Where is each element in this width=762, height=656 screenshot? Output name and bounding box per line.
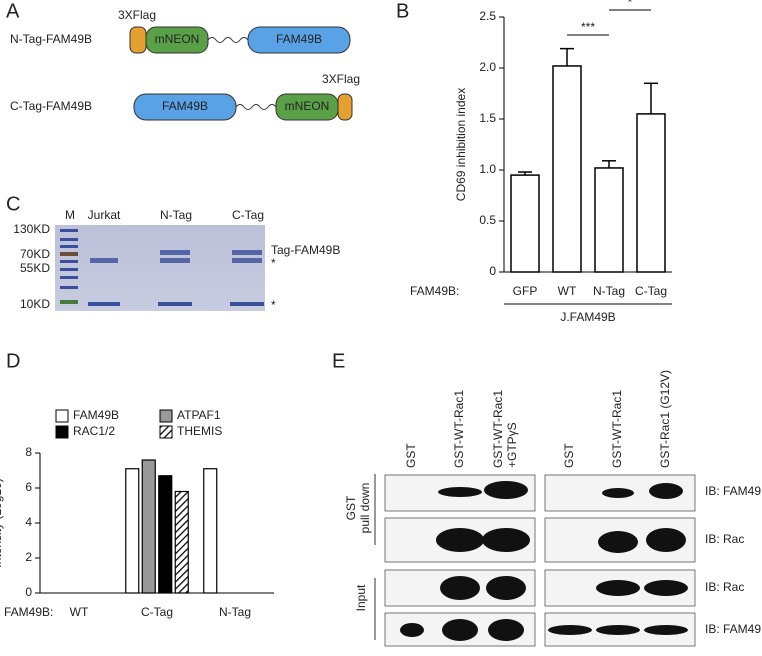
y-tick-label: 6: [25, 480, 32, 494]
legend-swatch: [55, 425, 69, 439]
y-tick-label: 2: [25, 550, 32, 564]
blot-label: IB: FAM49B: [705, 484, 762, 498]
y-tick-label: 1.5: [479, 111, 496, 125]
construct-diagram: N-Tag-FAM49B 3XFlag mNEON FAM49B C-Tag-F…: [10, 8, 360, 121]
lane-label: GST-Rac1 (G12V): [658, 370, 672, 468]
bar: [125, 468, 140, 594]
lane-label: M: [65, 208, 75, 222]
significance-label: *: [628, 0, 633, 9]
bar: [552, 65, 582, 273]
bar: [141, 459, 156, 594]
significance-label: ***: [581, 20, 595, 34]
blot-bands: [400, 481, 688, 641]
marker-label: 10KD: [20, 297, 50, 311]
lane-label: GST: [404, 443, 418, 468]
bar: [174, 490, 189, 594]
blot-label: IB: FAM49B: [705, 622, 762, 636]
x-tick-label: WT: [70, 605, 89, 619]
lane-label: GST-WT-Rac1: [610, 390, 624, 468]
domain-label: FAM49B: [162, 99, 208, 113]
lane-label: C-Tag: [232, 208, 264, 222]
lane-label: N-Tag: [160, 208, 192, 222]
linker: [235, 104, 277, 110]
panel-label: C: [6, 193, 20, 215]
group-label: GST: [344, 495, 358, 520]
x-tick-label: GFP: [513, 284, 538, 298]
y-tick-label: 2.5: [479, 9, 496, 23]
legend-swatch: [159, 409, 173, 423]
linker: [207, 37, 249, 43]
tag-label: 3XFlag: [118, 8, 156, 22]
bar: [510, 174, 540, 273]
bar: [636, 113, 666, 273]
legend-label: FAM49B: [73, 408, 119, 422]
construct-name: C-Tag-FAM49B: [10, 99, 92, 113]
tag: [129, 26, 147, 54]
y-tick-label: 2.0: [479, 60, 496, 74]
bar: [158, 475, 173, 594]
x-tick-label: C-Tag: [635, 284, 667, 298]
lane-label: +GTPγS: [505, 422, 519, 468]
blot-label: IB: Rac: [705, 580, 744, 594]
bar: [594, 167, 624, 273]
tag-label: 3XFlag: [322, 72, 360, 86]
legend-swatch: [55, 409, 69, 423]
y-axis-title: CD69 inhibition index: [454, 88, 468, 201]
y-tick-label: 0: [489, 264, 496, 278]
y-tick-label: 0.5: [479, 213, 496, 227]
tag: [337, 93, 353, 121]
y-tick-label: 1.0: [479, 162, 496, 176]
band-annotation: *: [271, 256, 276, 270]
gel-image: [55, 225, 265, 311]
blot-label: IB: Rac: [705, 532, 744, 546]
western-blot: GST GST-WT-Rac1 GST-WT-Rac1 +GTPγS GST GST-WT…: [344, 370, 762, 647]
x-prefix: FAM49B:: [4, 605, 53, 619]
y-tick-label: 4: [25, 515, 32, 529]
domain-label: mNEON: [285, 99, 330, 113]
gel-bands: [60, 229, 264, 306]
x-tick-label: N-Tag: [219, 605, 251, 619]
x-prefix: FAM49B:: [410, 284, 459, 298]
legend-label: THEMIS: [177, 424, 222, 438]
lane-label: GST: [562, 443, 576, 468]
domain: [247, 26, 351, 54]
panel-label: D: [6, 350, 20, 372]
legend-label: RAC1/2: [73, 424, 115, 438]
panel-label: A: [6, 0, 20, 22]
bar: [203, 468, 218, 594]
construct-name: N-Tag-FAM49B: [10, 32, 92, 46]
band-annotation: *: [271, 298, 276, 312]
band-annotation: Tag-FAM49B: [271, 243, 340, 257]
group-label: J.FAM49B: [560, 310, 615, 324]
legend-swatch: [159, 425, 173, 439]
lane-label: Jurkat: [88, 208, 121, 222]
y-tick-label: 8: [25, 445, 32, 459]
panel-label: B: [396, 0, 409, 22]
x-tick-label: N-Tag: [593, 284, 625, 298]
lane-label: GST-WT-Rac1: [491, 390, 505, 468]
domain-label: FAM49B: [276, 32, 322, 46]
x-tick-label: WT: [558, 284, 577, 298]
marker-label: 130KD: [13, 222, 50, 236]
group-label: Input: [354, 584, 368, 611]
legend-label: ATPAF1: [177, 408, 221, 422]
panel-label: E: [332, 350, 345, 372]
lane-label: GST-WT-Rac1: [452, 390, 466, 468]
domain-label: mNEON: [155, 32, 200, 46]
gel: M Jurkat N-Tag C-Tag 130KD 70KD 55KD 10K…: [13, 208, 340, 312]
group-label: pull down: [358, 483, 372, 534]
y-axis-title: Intensity (Log10): [0, 478, 4, 567]
marker-label: 55KD: [20, 261, 50, 275]
y-tick-label: 0: [25, 585, 32, 599]
x-tick-label: C-Tag: [141, 605, 173, 619]
marker-label: 70KD: [20, 247, 50, 261]
